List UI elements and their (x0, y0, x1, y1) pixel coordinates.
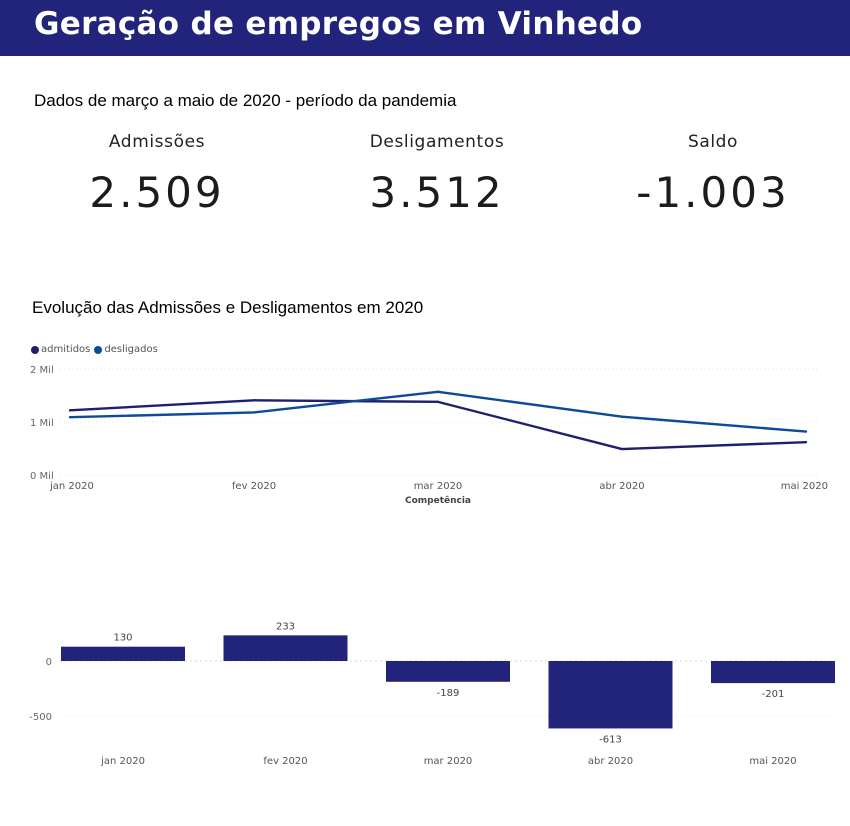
line-chart-y-tick: 0 Mil (30, 471, 54, 482)
bar-data-label: -613 (599, 734, 622, 745)
legend-item-desligados[interactable]: desligados (94, 344, 158, 355)
legend-dot-admitidos-icon (31, 345, 39, 354)
bar-chart-x-tick: mai 2020 (749, 756, 796, 767)
bar-chart-x-tick: jan 2020 (100, 756, 145, 767)
bar-chart-x-tick: fev 2020 (263, 756, 307, 767)
kpi-admissoes-label: Admissões (108, 132, 206, 152)
line-chart-x-tick: jan 2020 (49, 481, 94, 492)
line-point-desligados (804, 430, 808, 433)
kpi-admissoes-value: 2.509 (89, 168, 225, 217)
kpi-desligamentos-value: 3.512 (369, 168, 505, 217)
line-point-desligados (620, 415, 624, 418)
bar-jan-2020 (61, 646, 185, 661)
line-point-admitidos (804, 440, 808, 444)
line-point-desligados (436, 390, 440, 393)
line-series-desligados (69, 390, 807, 433)
bar-chart: 0 -500 130 jan 2020 233 fev 2020 -189 mar 2020 -… (29, 621, 835, 767)
line-chart-y-tick: 1 Mil (30, 418, 54, 429)
kpi-admissoes: Admissões 2.509 (27, 132, 287, 217)
bar-data-label: 233 (276, 621, 295, 632)
kpi-desligamentos: Desligamentos 3.512 (307, 132, 567, 217)
bar-mai-2020 (711, 661, 835, 684)
line-point-desligados (68, 416, 72, 419)
bar-chart-x-tick: abr 2020 (588, 756, 633, 767)
bar-chart-y-tick: -500 (29, 712, 52, 723)
bar-chart-y-tick: 0 (46, 657, 52, 668)
kpi-desligamentos-label: Desligamentos (369, 132, 505, 152)
line-point-desligados (252, 411, 256, 414)
bar-data-label: 130 (113, 633, 132, 644)
evolution-chart-title: Evolução das Admissões e Desligamentos e… (32, 298, 424, 317)
line-chart: 0 Mil 1 Mil 2 Mil jan 2020 fev 2020 mar 2020 a… (30, 365, 828, 506)
kpi-saldo-value: -1.003 (636, 168, 790, 217)
line-point-admitidos (68, 409, 72, 412)
legend-dot-desligados-icon (94, 345, 103, 354)
line-chart-y-tick: 2 Mil (30, 365, 54, 376)
legend-label-desligados: desligados (104, 344, 158, 355)
line-chart-x-tick: mai 2020 (781, 481, 828, 492)
bar-fev-2020 (223, 635, 348, 661)
legend-label-admitidos: admitidos (41, 344, 91, 355)
line-point-admitidos (436, 400, 440, 404)
bar-data-label: -201 (762, 689, 785, 700)
period-subtitle: Dados de março a maio de 2020 - período … (34, 91, 457, 110)
line-point-admitidos (620, 447, 624, 451)
bar-mar-2020 (386, 661, 510, 682)
bar-abr-2020 (548, 661, 673, 729)
line-series-admitidos (69, 399, 807, 451)
kpi-saldo: Saldo -1.003 (583, 132, 843, 217)
line-point-admitidos (252, 399, 256, 402)
line-chart-legend: admitidos desligados (31, 344, 162, 355)
bar-chart-x-tick: mar 2020 (424, 756, 473, 767)
legend-item-admitidos[interactable]: admitidos (31, 344, 90, 355)
line-chart-x-tick: abr 2020 (599, 481, 644, 492)
page-title: Geração de empregos em Vinhedo (34, 6, 643, 42)
line-chart-x-tick: mar 2020 (414, 481, 463, 492)
bar-data-label: -189 (437, 688, 460, 699)
kpi-saldo-label: Saldo (687, 132, 739, 152)
line-chart-x-axis-title: Competência (405, 495, 471, 506)
header-bar (0, 0, 850, 56)
line-chart-x-tick: fev 2020 (232, 481, 276, 492)
